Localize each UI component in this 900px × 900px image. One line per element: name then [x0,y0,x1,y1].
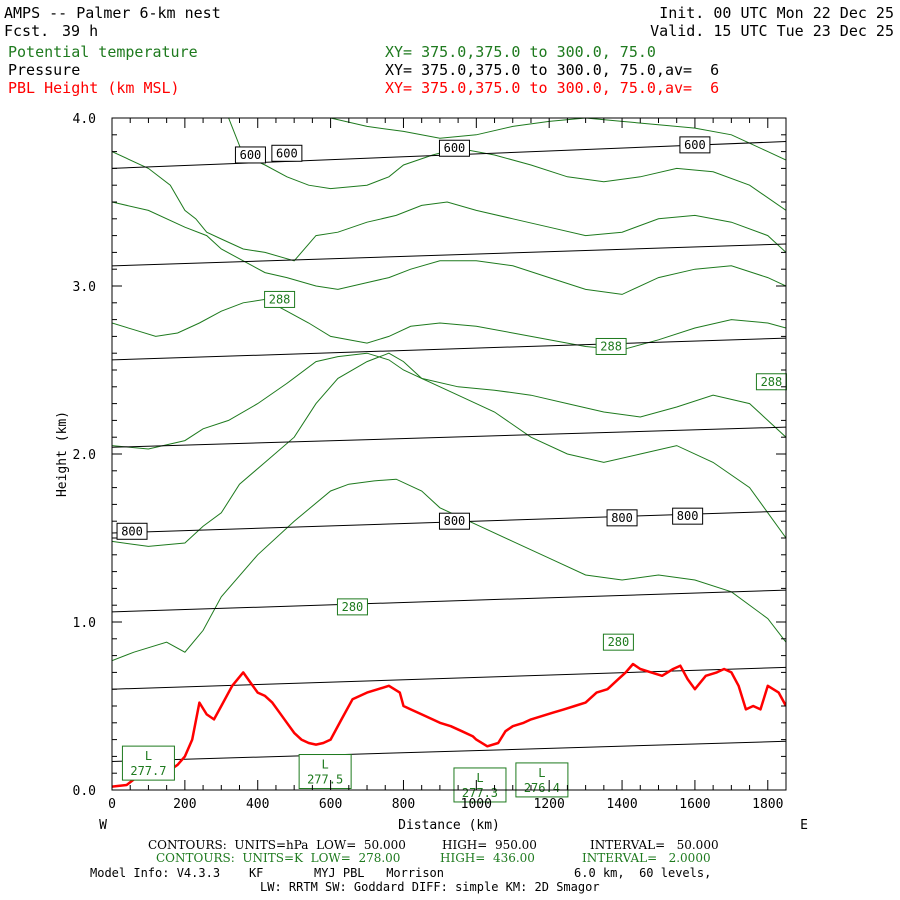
theta-contour-5 [112,151,786,262]
theta-low-value: 276.4 [524,781,560,795]
pressure-label-box [606,509,638,527]
pbl-height-line [112,662,786,788]
theta-label-box [595,337,627,355]
theta-label-box [264,290,296,308]
theta-low-value: 277.3 [462,786,498,800]
theta-low-box [298,754,352,790]
x-tick-label: 1200 [534,797,565,812]
theta-low-marker: L [476,771,483,785]
field-pressure-name: Pressure [8,61,81,79]
pressure-contours [111,141,787,762]
pressure-label-box [672,507,704,525]
pressure-label-box [116,522,148,540]
x-tick-label: 200 [173,797,196,812]
theta-contour-2 [112,352,786,450]
valid-time: Valid. 15 UTC Tue 23 Dec 25 [650,22,894,40]
theta-label-box [602,633,634,651]
theta-low-marker: L [538,766,545,780]
pressure-label: 600 [276,146,298,160]
field-pressure-xy: XY= 375.0,375.0 to 300.0, 75.0,av= 6 [385,61,720,79]
theta-contour-0 [112,478,786,662]
field-pbl-name: PBL Height (km MSL) [8,79,180,97]
x-tick-label: 800 [392,797,415,812]
theta-low-box [121,745,175,781]
x-tick-label: 1400 [606,797,637,812]
theta-label: 280 [608,635,630,649]
x-tick-label: 1800 [752,797,783,812]
pressure-label: 600 [684,138,706,152]
theta-low-marker: L [322,758,329,772]
x-tick-label: 400 [246,797,269,812]
pressure-label: 800 [444,514,466,528]
y-tick-label: 1.0 [73,616,96,631]
y-tick-label: 3.0 [73,280,96,295]
theta-low-box [515,762,569,798]
theta-contours [112,118,786,662]
theta-contour-1 [112,352,786,547]
init-time: Init. 00 UTC Mon 22 Dec 25 [659,4,894,22]
x-tick-label: 1600 [679,797,710,812]
pressure-label: 600 [444,141,466,155]
pressure-contour-750 [111,426,787,448]
theta-label: 288 [269,292,291,306]
plot-title: AMPS -- Palmer 6-km nest [4,4,221,22]
pbl-height-series [112,662,786,788]
footer-pressure-contours: CONTOURS: UNITS=hPa LOW= 50.000 [148,838,406,852]
pressure-contour-850 [111,589,787,613]
forecast-label: Fcst. [4,22,50,40]
theta-low-value: 277.5 [307,773,343,787]
x-tick-label: 0 [108,797,116,812]
y-tick-label: 2.0 [73,448,96,463]
x-axis-label: Distance (km) [398,818,500,833]
y-tick-label: 0.0 [73,784,96,799]
pressure-label: 800 [121,524,143,538]
theta-contour-4 [112,201,786,295]
pressure-contour-950 [111,740,787,762]
x-tick-label: 1000 [461,797,492,812]
pressure-label-box [679,136,711,154]
theta-label: 288 [761,375,783,389]
field-theta-xy: XY= 375.0,375.0 to 300.0, 75.0 [385,43,656,61]
pressure-label: 800 [677,509,699,523]
footer-pressure-interval: INTERVAL= 50.000 [590,838,719,852]
y-axis-label: Height (km) [55,411,70,497]
pressure-label-box [438,512,470,530]
footer-model-info: Model Info: V4.3.3 KF MYJ PBL Morrison 6… [90,866,712,880]
pressure-label-box [271,144,303,162]
pressure-contour-700 [111,337,787,361]
field-pbl-xy: XY= 375.0,375.0 to 300.0, 75.0,av= 6 [385,79,720,97]
pressure-label-box [438,139,470,157]
theta-low-value: 277.7 [130,764,166,778]
footer-theta-interval: INTERVAL= 2.0000 [582,851,711,865]
theta-label: 288 [600,339,622,353]
footer-theta-contours: CONTOURS: UNITS=K LOW= 278.00 [156,851,401,865]
field-theta-name: Potential temperature [8,43,198,61]
y-tick-label: 4.0 [73,112,96,127]
west-end-label: W [99,818,107,833]
footer-theta-high: HIGH= 436.00 [440,851,535,865]
plot-frame [111,117,787,791]
east-end-label: E [800,818,808,833]
theta-label-box [336,598,368,616]
pressure-contour-650 [111,243,787,267]
theta-contour-3 [112,298,786,351]
axes: 0 200 400 600 800 1000 1200 1400 1600 1800 0.0 1.0 2… [73,112,787,812]
theta-contour-6 [228,118,786,211]
footer-physics-info: LW: RRTM SW: Goddard DIFF: simple KM: 2D… [260,880,600,894]
footer-pressure-high: HIGH= 950.00 [442,838,537,852]
theta-label: 280 [342,600,364,614]
theta-low-marker: L [145,749,152,763]
contour-labels: 600 600 600 600 800 800 800 800 288 288 288 280 280 L… [116,136,787,803]
pressure-label: 800 [611,511,633,525]
pressure-contour-900 [111,666,787,690]
forecast-hour: 39 h [62,22,99,40]
theta-low-box [453,767,507,803]
pressure-label-box [234,146,266,164]
pressure-label: 600 [240,148,262,162]
theta-contour-7 [330,118,786,161]
x-tick-label: 600 [319,797,342,812]
